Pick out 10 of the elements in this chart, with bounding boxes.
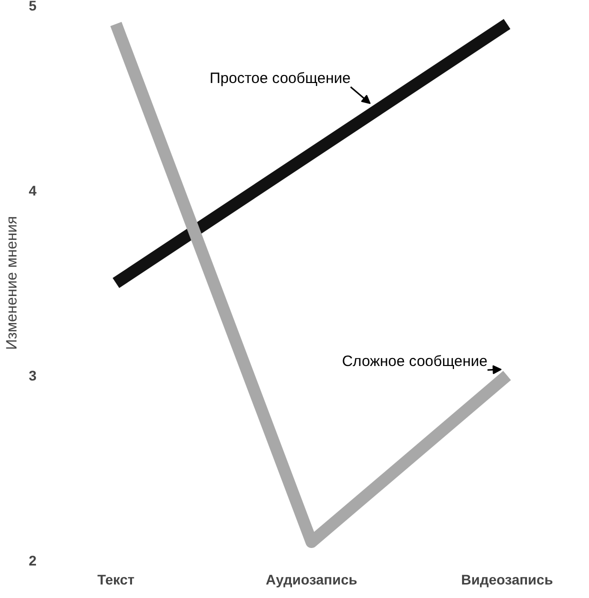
x-tick-label: Видеозапись	[461, 572, 554, 588]
y-tick-label: 3	[28, 368, 37, 384]
text: Простое сообщение	[210, 70, 351, 87]
series-label: Сложное сообщение	[342, 352, 488, 370]
y-axis-title: Изменение мнения	[4, 216, 21, 350]
x-tick-label: Аудиозапись	[266, 572, 358, 588]
x-tick-label: Текст	[97, 572, 135, 588]
y-tick-label: 4	[28, 182, 37, 198]
y-tick-label: 2	[28, 552, 37, 568]
y-tick-label: 5	[28, 0, 37, 14]
